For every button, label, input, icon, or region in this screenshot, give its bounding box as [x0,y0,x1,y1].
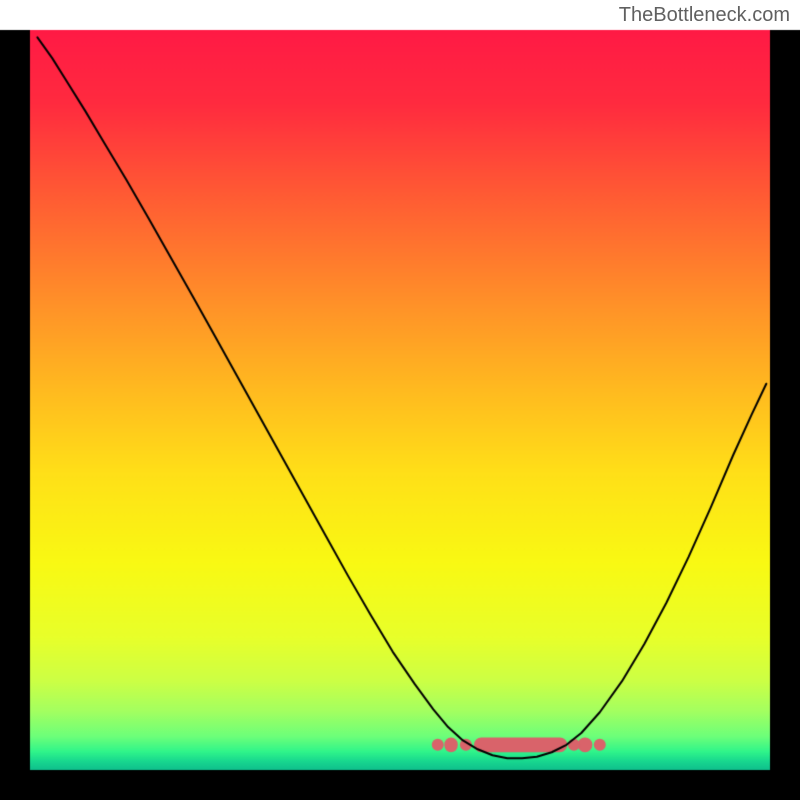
bottleneck-chart-canvas [0,0,800,800]
watermark-text: TheBottleneck.com [619,4,790,27]
chart-stage: TheBottleneck.com [0,0,800,800]
